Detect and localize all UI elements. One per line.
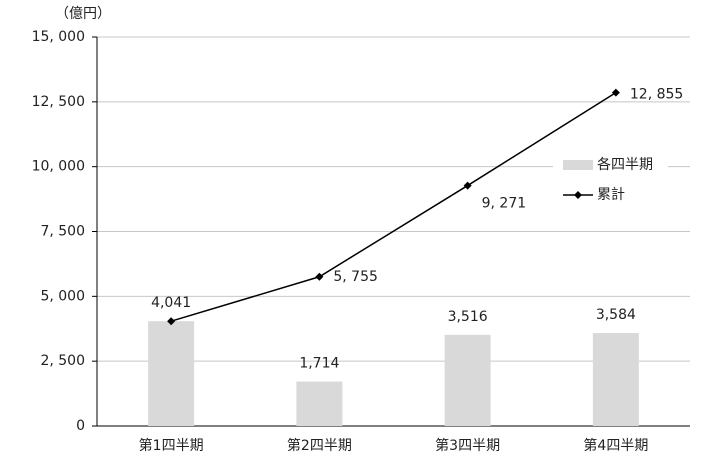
line-value-label: 5, 755 [333, 269, 378, 285]
y-tick-label: 0 [76, 418, 85, 434]
bar [444, 334, 491, 426]
line-value-label: 9, 271 [482, 196, 527, 212]
y-tick-label: 5, 000 [40, 288, 85, 304]
x-tick-label: 第2四半期 [287, 437, 352, 454]
bar [296, 381, 343, 426]
legend-swatch [563, 160, 593, 170]
line-value-label: 12, 855 [630, 87, 683, 103]
bar [148, 321, 195, 426]
x-tick-label: 第3四半期 [435, 437, 500, 454]
legend-label: 累計 [597, 187, 625, 203]
y-tick-label: 12, 500 [32, 94, 85, 110]
bar-value-label: 1,714 [299, 356, 339, 372]
line-marker [611, 88, 620, 97]
legend-box [553, 148, 668, 212]
line-marker [315, 272, 324, 281]
y-tick-label: 15, 000 [32, 29, 85, 45]
x-tick-label: 第1四半期 [139, 437, 204, 454]
y-tick-label: 7, 500 [40, 224, 85, 240]
legend-marker [574, 191, 582, 199]
unit-label: （億円） [55, 6, 111, 22]
bar-value-label: 4,041 [151, 295, 191, 311]
bar-value-label: 3,516 [448, 309, 488, 325]
y-tick-label: 2, 500 [40, 353, 85, 369]
line [170, 91, 617, 322]
bar-value-label: 3,584 [596, 307, 636, 323]
bar [592, 333, 639, 426]
x-tick-label: 第4四半期 [583, 437, 648, 454]
line-marker [167, 317, 176, 326]
y-tick-label: 10, 000 [32, 159, 85, 175]
legend-label: 各四半期 [597, 157, 653, 173]
line-marker [463, 181, 472, 190]
